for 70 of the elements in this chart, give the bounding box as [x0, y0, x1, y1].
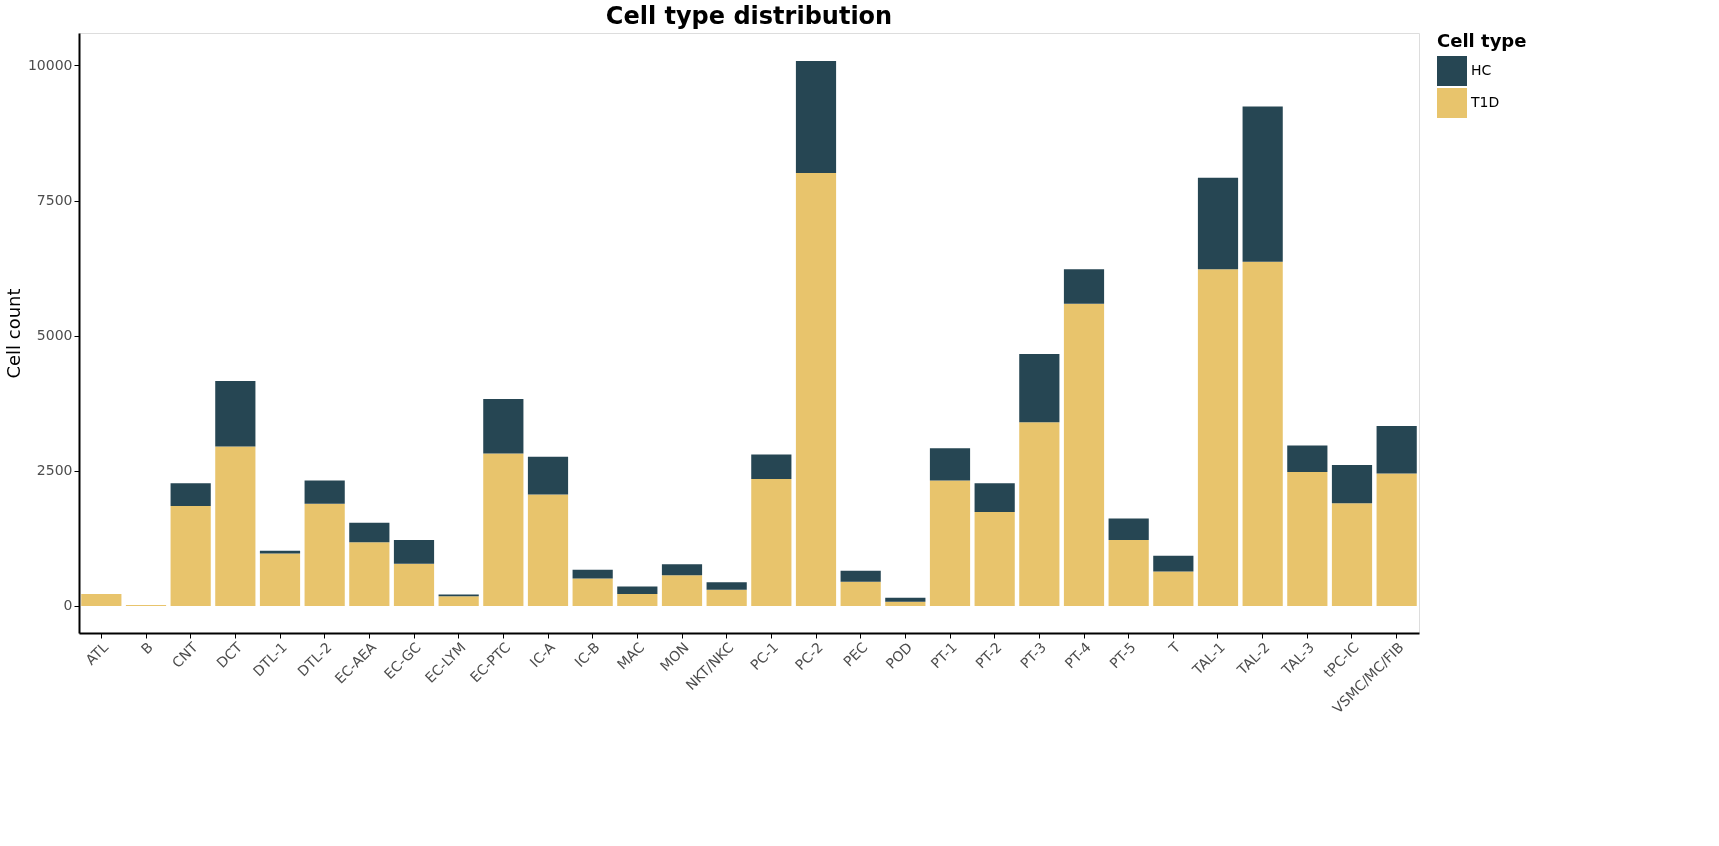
bar	[1108, 540, 1149, 606]
bar	[304, 480, 345, 504]
y-tick-label: 0	[63, 597, 73, 614]
y-tick-label: 5000	[36, 327, 73, 344]
bar	[929, 448, 971, 481]
bar	[929, 480, 971, 606]
bar	[661, 575, 703, 606]
bar	[393, 540, 435, 564]
bar	[259, 553, 301, 606]
bar	[215, 446, 256, 606]
bar	[885, 601, 926, 606]
bar	[170, 483, 211, 506]
x-tick-label: IC-A	[526, 638, 559, 671]
x-tick-label: B	[137, 639, 156, 658]
bar	[170, 505, 211, 606]
y-tick-label: 7500	[36, 192, 73, 209]
bar	[572, 578, 613, 606]
bar	[840, 581, 881, 606]
bar	[349, 542, 390, 606]
bar	[751, 478, 792, 606]
x-tick-label: ATL	[82, 638, 112, 668]
chart-title: Cell type distribution	[605, 2, 893, 30]
bar	[1331, 464, 1373, 504]
bar	[706, 582, 747, 590]
y-tick-label: 2500	[36, 462, 73, 479]
bar	[1331, 503, 1373, 606]
y-tick-label: 10000	[27, 56, 73, 73]
bar	[1019, 422, 1060, 606]
bar	[81, 594, 122, 606]
bar	[1108, 518, 1149, 541]
bar	[1063, 303, 1105, 606]
bar	[1242, 261, 1283, 606]
bar	[527, 494, 569, 606]
bar	[1376, 425, 1417, 474]
legend-title: Cell type	[1437, 30, 1527, 51]
bar	[1019, 354, 1060, 423]
y-axis-title: Cell count	[2, 288, 24, 379]
bar	[572, 569, 613, 579]
bar	[1287, 445, 1328, 472]
legend-label: T1D	[1470, 94, 1500, 110]
bar	[393, 563, 435, 606]
bar	[483, 398, 524, 454]
bar	[483, 453, 524, 606]
bar	[304, 503, 345, 606]
bar	[885, 597, 926, 602]
bar	[795, 173, 837, 606]
bar	[349, 522, 390, 543]
bar	[617, 586, 658, 595]
bar	[617, 594, 658, 606]
bar	[974, 511, 1015, 606]
bar	[259, 550, 301, 554]
legend-label: HC	[1471, 62, 1492, 78]
bar	[1197, 269, 1239, 606]
bar	[751, 454, 792, 479]
bar	[974, 483, 1015, 512]
bar	[706, 589, 747, 606]
bar	[1197, 177, 1239, 270]
bar	[795, 61, 837, 173]
bar	[1242, 106, 1283, 262]
bar	[1287, 471, 1328, 606]
bar	[1376, 473, 1417, 606]
bar	[661, 564, 703, 576]
bar	[840, 570, 881, 582]
x-tick-label: T	[1165, 638, 1184, 658]
bar	[527, 456, 569, 495]
bar	[1153, 571, 1194, 606]
bar	[438, 596, 479, 606]
bar	[215, 381, 256, 447]
bar	[1153, 555, 1194, 572]
bar	[1063, 269, 1105, 304]
